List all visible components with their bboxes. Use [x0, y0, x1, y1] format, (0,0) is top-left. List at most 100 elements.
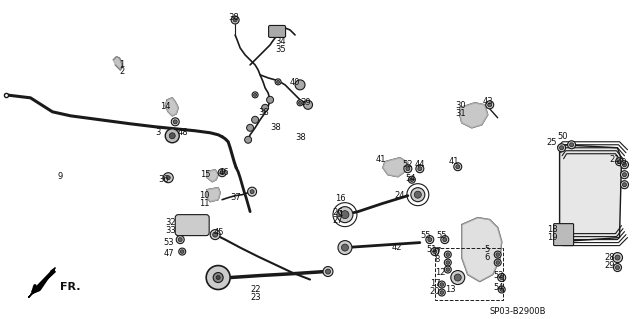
Circle shape — [233, 18, 237, 22]
Text: 52: 52 — [403, 160, 413, 169]
Text: 33: 33 — [165, 226, 176, 235]
Circle shape — [496, 261, 499, 264]
Text: 21: 21 — [609, 155, 620, 164]
Circle shape — [500, 288, 504, 291]
Circle shape — [441, 236, 449, 244]
Circle shape — [496, 253, 499, 256]
Circle shape — [341, 211, 349, 219]
Circle shape — [323, 267, 333, 277]
Circle shape — [446, 261, 449, 264]
Circle shape — [623, 163, 627, 167]
Text: 20: 20 — [430, 286, 440, 295]
Text: 41: 41 — [449, 157, 460, 166]
Circle shape — [612, 253, 623, 263]
Circle shape — [220, 171, 224, 175]
Text: 34: 34 — [275, 37, 285, 46]
Circle shape — [206, 265, 230, 290]
Circle shape — [451, 271, 465, 285]
Circle shape — [163, 173, 173, 183]
Polygon shape — [207, 170, 218, 182]
Text: 17: 17 — [430, 278, 440, 287]
Text: 28: 28 — [605, 253, 615, 262]
Text: 41: 41 — [376, 155, 387, 164]
Circle shape — [166, 176, 170, 180]
Text: 26: 26 — [332, 208, 342, 217]
Circle shape — [262, 104, 269, 111]
Text: 54: 54 — [406, 174, 417, 183]
Circle shape — [169, 133, 175, 139]
Circle shape — [570, 143, 573, 147]
Circle shape — [614, 263, 621, 271]
Text: 29: 29 — [605, 261, 615, 270]
Bar — [435, 248, 502, 300]
Circle shape — [276, 80, 280, 83]
Polygon shape — [29, 270, 54, 298]
Text: 30: 30 — [456, 101, 467, 110]
Circle shape — [176, 236, 184, 244]
Circle shape — [500, 276, 504, 279]
Text: 2: 2 — [119, 67, 125, 76]
Circle shape — [456, 165, 460, 169]
Circle shape — [454, 274, 461, 281]
Circle shape — [244, 136, 252, 143]
Circle shape — [568, 141, 575, 149]
Circle shape — [446, 253, 449, 256]
Text: 55: 55 — [437, 231, 447, 240]
Circle shape — [621, 161, 628, 169]
Circle shape — [438, 289, 445, 296]
Circle shape — [446, 268, 449, 271]
Text: 54: 54 — [493, 283, 504, 292]
Circle shape — [433, 249, 437, 254]
FancyBboxPatch shape — [554, 224, 573, 246]
Text: 53: 53 — [163, 238, 174, 247]
Text: 35: 35 — [275, 45, 285, 54]
Circle shape — [498, 274, 506, 282]
Circle shape — [231, 16, 239, 24]
Text: 23: 23 — [250, 293, 260, 301]
Text: 19: 19 — [547, 233, 557, 241]
Circle shape — [410, 178, 413, 182]
Text: 14: 14 — [160, 102, 171, 111]
Text: 55: 55 — [421, 231, 431, 240]
Text: 10: 10 — [199, 191, 210, 200]
Circle shape — [408, 176, 415, 183]
Circle shape — [165, 129, 179, 143]
Circle shape — [297, 100, 303, 106]
Circle shape — [248, 187, 257, 196]
Circle shape — [618, 160, 621, 164]
Text: 50: 50 — [557, 132, 568, 141]
Circle shape — [342, 244, 348, 251]
Circle shape — [440, 291, 444, 294]
Text: 38: 38 — [295, 133, 306, 142]
Circle shape — [180, 250, 184, 253]
Polygon shape — [31, 268, 56, 294]
Circle shape — [404, 165, 412, 173]
Polygon shape — [460, 103, 488, 128]
Circle shape — [275, 79, 281, 85]
Circle shape — [438, 281, 445, 288]
Circle shape — [250, 190, 254, 194]
Text: 27: 27 — [332, 216, 342, 225]
Text: 1: 1 — [119, 60, 125, 69]
Circle shape — [623, 183, 627, 187]
Circle shape — [444, 251, 451, 258]
Circle shape — [621, 181, 628, 189]
Circle shape — [246, 124, 253, 131]
Circle shape — [498, 286, 505, 293]
Polygon shape — [207, 188, 220, 202]
Circle shape — [454, 163, 462, 171]
Text: 38: 38 — [228, 13, 239, 22]
Circle shape — [623, 173, 627, 177]
Circle shape — [178, 238, 182, 241]
Circle shape — [557, 144, 566, 152]
Circle shape — [616, 265, 620, 270]
Polygon shape — [559, 145, 621, 241]
Circle shape — [486, 101, 493, 109]
Text: 11: 11 — [199, 199, 210, 208]
Circle shape — [431, 248, 439, 256]
Circle shape — [173, 120, 177, 124]
Circle shape — [216, 276, 220, 279]
Text: 5: 5 — [484, 245, 490, 254]
Text: 24: 24 — [395, 191, 405, 200]
Text: 9: 9 — [58, 172, 63, 181]
